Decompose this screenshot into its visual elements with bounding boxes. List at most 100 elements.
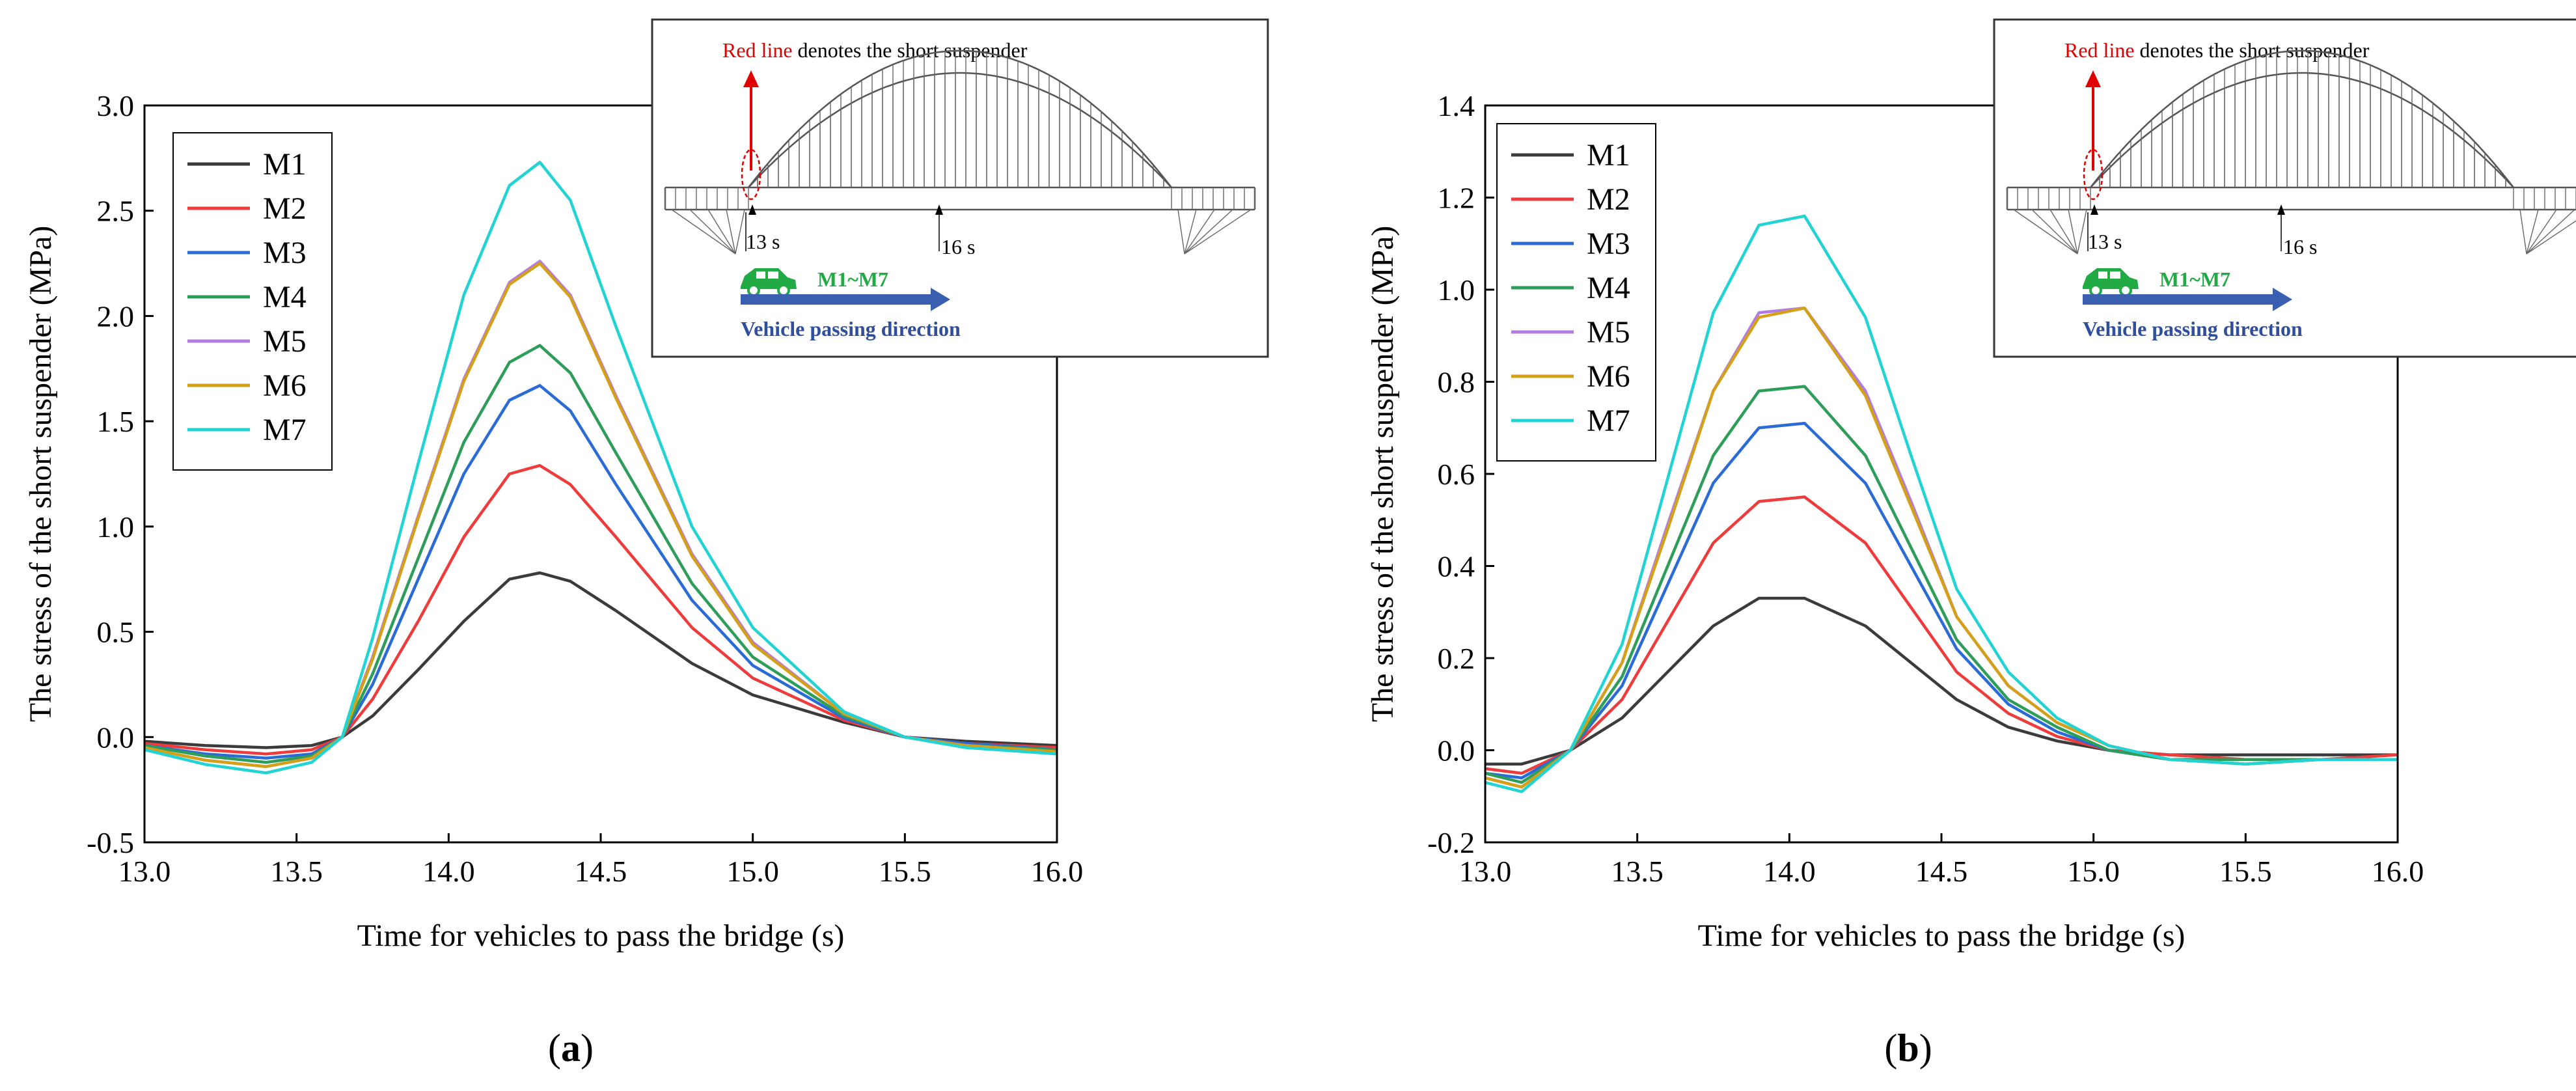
start-marker-arrow [748, 204, 756, 215]
inset-title: Red line denotes the short suspender [722, 38, 1028, 62]
panel-b-ytick-label: 1.4 [1438, 89, 1475, 122]
start-time-label: 13 s [2088, 230, 2122, 253]
panel-a-label: (a) [548, 1027, 594, 1070]
panel-a-ytick-label: 3.0 [97, 89, 135, 122]
panel-b-xlabel: Time for vehicles to pass the bridge (s) [1698, 918, 2185, 953]
panel-a-xtick-label: 15.5 [879, 855, 931, 888]
direction-label: Vehicle passing direction [741, 317, 961, 340]
panel-a-series-m1 [144, 571, 1058, 749]
panel-a-chart: 13.0 13.5 14.0 14.5 15.0 15.5 16.0 -0.5 0.0 0.5 1.… [23, 18, 1269, 1070]
panel-a-xtick-label: 15.0 [726, 855, 779, 888]
panel-b-xtick-label: 16.0 [2372, 855, 2424, 888]
panel-a-ytick-label: 1.0 [97, 510, 135, 544]
direction-label: Vehicle passing direction [2083, 317, 2303, 340]
panel-a-legend-label-m7: M7 [263, 413, 307, 447]
panel-a-ytick-label: 2.5 [97, 195, 135, 228]
panel-b-legend: M1 M2 M3 M4 M5 M6 M7 [1496, 123, 1656, 462]
panel-a-series-m2 [144, 463, 1058, 756]
panel-b-series-m7 [1485, 214, 2398, 794]
short-suspender-marker [2083, 148, 2103, 200]
short-suspender-marker [741, 148, 761, 200]
panel-b-ytick-label: 1.0 [1438, 273, 1475, 307]
panel-a-legend-label-m5: M5 [263, 324, 307, 359]
start-time-label: 13 s [746, 230, 780, 253]
start-marker-arrow [2090, 204, 2098, 215]
panel-b-ytick-label: 1.2 [1438, 182, 1475, 215]
red-pointer-arrowhead [743, 70, 759, 87]
car-icon [741, 268, 797, 297]
bridge-diagram [664, 49, 1256, 255]
end-marker-arrow [2277, 204, 2285, 215]
panel-b-xtick-label: 13.0 [1459, 855, 1512, 888]
panel-a-legend-label-m4: M4 [263, 280, 307, 314]
panel-a-xtick-label: 16.0 [1031, 855, 1084, 888]
panel-a-letter: a [561, 1027, 581, 1070]
panel-b-inset: Red line denotes the short suspender 13 s… [1993, 18, 2576, 358]
panel-b-ytick-label: 0.0 [1438, 734, 1475, 767]
panel-b-letter: b [1897, 1027, 1919, 1070]
panel-b-xtick-label: 14.0 [1763, 855, 1816, 888]
direction-arrow-head [2273, 288, 2292, 311]
panel-a-xtick-label: 13.5 [270, 855, 323, 888]
panel-b-legend-label-m2: M2 [1587, 182, 1630, 217]
panel-b-label: (b) [1884, 1027, 1932, 1070]
panel-b-xtick-label: 15.0 [2067, 855, 2120, 888]
inset-red-line-label: Red line [2064, 38, 2135, 62]
panel-b-ytick-label: 0.6 [1438, 458, 1475, 491]
panel-a-inset: Red line denotes the short suspender 13 s… [651, 18, 1269, 358]
panel-b-ytick-label: 0.4 [1438, 550, 1475, 583]
panel-b-xtick-label: 15.5 [2219, 855, 2272, 888]
panel-a-series-m7 [144, 161, 1058, 775]
panel-a-series-m3 [144, 383, 1058, 760]
direction-arrow-head [931, 288, 950, 311]
end-marker-arrow [935, 204, 943, 215]
panel-b-ytick-label: -0.2 [1427, 826, 1475, 859]
panel-b-xtick-label: 14.5 [1915, 855, 1968, 888]
panel-a-legend-box [172, 132, 333, 471]
direction-arrow-shaft [2083, 294, 2274, 305]
panel-a-legend: M1 M2 M3 M4 M5 M6 M7 [172, 132, 333, 471]
inset-title: Red line denotes the short suspender [2064, 38, 2370, 62]
panel-a-legend-label-m3: M3 [263, 236, 307, 270]
panel-b-legend-label-m4: M4 [1587, 271, 1630, 305]
panel-b-ylabel: The stress of the short suspender (MPa) [1365, 226, 1400, 723]
panel-a-xtick-label: 13.0 [118, 855, 171, 888]
panel-a-xtick-label: 14.0 [422, 855, 475, 888]
panel-b-series-m2 [1485, 495, 2398, 775]
panel-a-legend-label-m1: M1 [263, 147, 307, 182]
panel-b-plot-frame [1484, 104, 2399, 844]
panel-a-ytick-label: 2.0 [97, 299, 135, 333]
end-time-label: 16 s [2283, 235, 2317, 258]
panel-b-ytick-label: 0.2 [1438, 642, 1475, 675]
panel-a-xtick-label: 14.5 [575, 855, 627, 888]
panel-a-ytick-label: 0.5 [97, 616, 135, 649]
panel-a-ytick-label: -0.5 [87, 826, 134, 859]
end-time-label: 16 s [941, 235, 975, 258]
panel-a-series-m4 [144, 344, 1058, 764]
red-pointer-arrowhead [2085, 70, 2101, 87]
panel-b-xtick-label: 13.5 [1611, 855, 1664, 888]
panel-a-legend-label-m6: M6 [263, 368, 307, 403]
panel-b-ytick-label: 0.8 [1438, 366, 1475, 399]
models-label: M1~M7 [817, 268, 888, 291]
panel-b-series-m3 [1485, 421, 2398, 780]
panel-a-ytick-label: 0.0 [97, 721, 135, 754]
panel-b-legend-label-m5: M5 [1587, 315, 1630, 350]
panel-b-legend-label-m1: M1 [1587, 138, 1630, 173]
panel-b-legend-label-m7: M7 [1587, 404, 1630, 438]
panel-a-xlabel: Time for vehicles to pass the bridge (s) [357, 918, 845, 953]
panel-a-ytick-label: 1.5 [97, 405, 135, 438]
panel-b-legend-label-m6: M6 [1587, 359, 1630, 394]
panel-a-series-m6 [144, 262, 1058, 768]
panel-a-legend-label-m2: M2 [263, 191, 307, 226]
panel-a-plot-frame [143, 104, 1058, 844]
panel-b-legend-label-m3: M3 [1587, 227, 1630, 261]
panel-b-legend-box [1496, 123, 1656, 462]
inset-red-line-label: Red line [722, 38, 793, 62]
panel-b-chart: 13.0 13.5 14.0 14.5 15.0 15.5 16.0 -0.2 0.0 0.2 0.… [1365, 18, 2576, 1070]
bridge-diagram [2006, 49, 2576, 255]
models-label: M1~M7 [2159, 268, 2230, 291]
direction-arrow-shaft [741, 294, 932, 305]
panel-a-ylabel: The stress of the short suspender (MPa) [23, 226, 58, 723]
